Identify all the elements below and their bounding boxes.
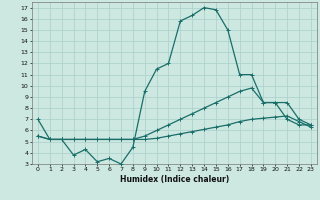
X-axis label: Humidex (Indice chaleur): Humidex (Indice chaleur) (120, 175, 229, 184)
